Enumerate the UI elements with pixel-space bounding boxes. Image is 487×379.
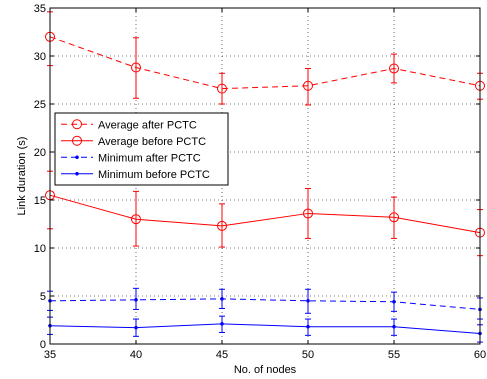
- legend-label: Average after PCTC: [98, 119, 197, 131]
- legend-marker: [72, 135, 82, 146]
- legend-marker: [72, 119, 82, 130]
- x-tick-label: 50: [302, 349, 314, 361]
- data-point: [220, 297, 224, 301]
- data-point: [220, 321, 224, 326]
- data-point: [134, 325, 138, 330]
- y-tick-label: 20: [34, 147, 46, 159]
- y-tick-label: 35: [34, 3, 46, 15]
- legend-marker: [75, 155, 79, 160]
- series-line: [49, 194, 481, 234]
- y-tick-label: 25: [34, 99, 46, 111]
- data-point: [306, 324, 310, 329]
- legend-label: Average before PCTC: [98, 136, 206, 148]
- data-point: [392, 324, 396, 329]
- x-tick-label: 35: [44, 349, 56, 361]
- data-point: [389, 63, 399, 74]
- legend-item: Average before PCTC: [61, 135, 206, 148]
- series-line: [49, 298, 481, 310]
- y-tick-label: 15: [34, 195, 46, 207]
- x-tick-label: 45: [216, 349, 228, 361]
- legend-item: Minimum after PCTC: [61, 152, 201, 164]
- data-point: [392, 299, 396, 304]
- legend-box: [54, 112, 229, 186]
- legend-marker: [75, 171, 79, 176]
- data-point: [303, 80, 313, 91]
- x-tick-label: 40: [130, 349, 142, 361]
- data-point: [303, 208, 313, 219]
- data-point: [306, 298, 310, 303]
- legend-item: Minimum before PCTC: [61, 169, 210, 181]
- y-axis-label: Link duration (s): [16, 137, 28, 216]
- legend-item: Average after PCTC: [61, 119, 197, 131]
- data-point: [131, 62, 141, 73]
- series-line: [49, 36, 481, 90]
- y-tick-label: 5: [40, 291, 46, 303]
- data-point: [217, 83, 227, 94]
- y-tick-label: 30: [34, 51, 46, 63]
- series-layer: [45, 11, 485, 343]
- plot-frame: [49, 7, 481, 345]
- y-tick-label: 10: [34, 243, 46, 255]
- legend: Average after PCTC Average before PCTC Min…: [54, 112, 229, 186]
- legend-label: Minimum after PCTC: [98, 152, 201, 164]
- data-point: [389, 212, 399, 223]
- data-point: [131, 214, 141, 225]
- x-axis-label: No. of nodes: [234, 364, 297, 376]
- series-line: [49, 323, 481, 334]
- y-tick-label: 0: [40, 339, 46, 351]
- x-tick-label: 60: [474, 349, 486, 361]
- series-3: [47, 315, 483, 343]
- x-tick-label: 55: [388, 349, 400, 361]
- data-point: [134, 297, 138, 302]
- data-point: [217, 220, 227, 231]
- axis-ticks: 35 40 45 50 55 60 0 5 10 15 20 25 30 35: [34, 3, 486, 361]
- legend-label: Minimum before PCTC: [98, 169, 210, 181]
